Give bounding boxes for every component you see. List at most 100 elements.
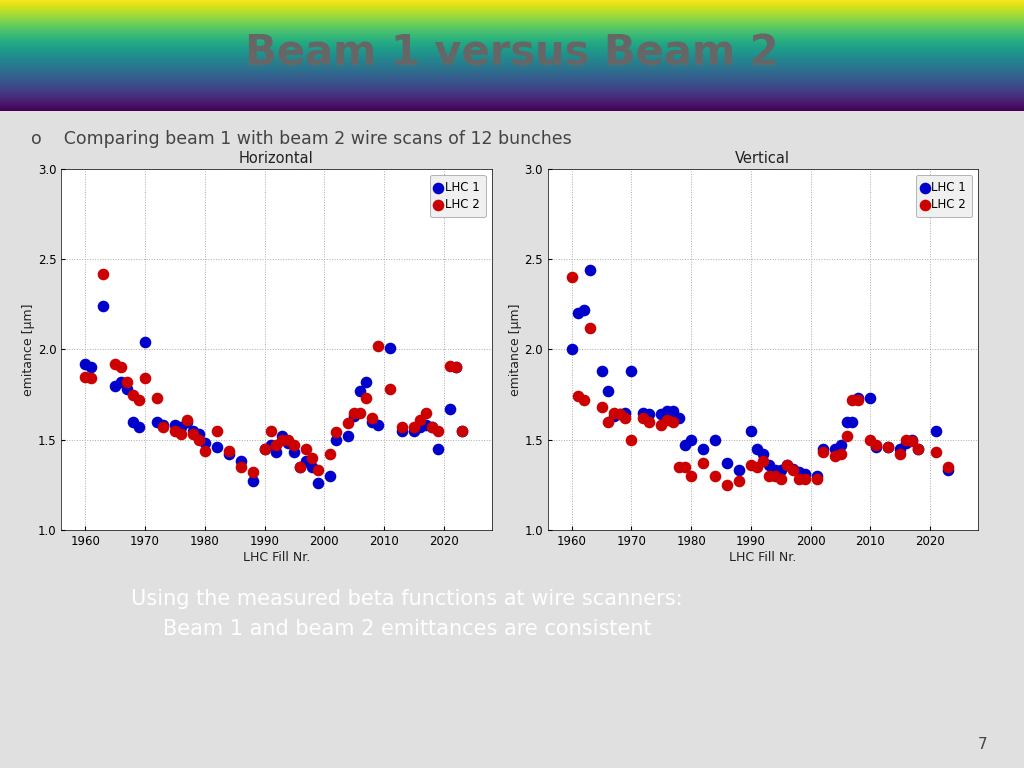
LHC 1 (113, 376, 129, 388)
Y-axis label: emitance [µm]: emitance [µm] (509, 303, 521, 396)
LHC 2 (119, 376, 135, 388)
LHC 1 (83, 362, 99, 374)
LHC 1 (928, 425, 944, 437)
LHC 2 (880, 441, 896, 453)
Text: 7: 7 (978, 737, 988, 753)
LHC 1 (148, 415, 165, 428)
LHC 2 (108, 358, 124, 370)
LHC 2 (707, 470, 723, 482)
LHC 1 (677, 439, 693, 452)
LHC 1 (797, 468, 813, 480)
LHC 2 (394, 421, 411, 433)
LHC 2 (298, 442, 314, 455)
LHC 2 (677, 461, 693, 473)
LHC 1 (761, 458, 777, 471)
LHC 1 (262, 439, 279, 452)
LHC 1 (641, 409, 657, 421)
LHC 1 (719, 457, 735, 469)
LHC 1 (346, 410, 362, 422)
LHC 1 (179, 415, 196, 428)
LHC 2 (358, 392, 375, 404)
LHC 1 (418, 419, 434, 432)
Legend: LHC 1, LHC 2: LHC 1, LHC 2 (916, 175, 972, 217)
LHC 2 (406, 421, 422, 433)
X-axis label: LHC Fill Nr.: LHC Fill Nr. (729, 551, 797, 564)
LHC 2 (653, 419, 670, 432)
LHC 2 (826, 450, 843, 462)
LHC 2 (742, 458, 759, 471)
LHC 2 (447, 362, 464, 374)
Y-axis label: emitance [µm]: emitance [µm] (23, 303, 35, 396)
LHC 1 (659, 405, 676, 417)
LHC 2 (113, 362, 129, 374)
LHC 1 (624, 365, 640, 377)
LHC 2 (809, 473, 825, 485)
LHC 1 (155, 419, 171, 432)
LHC 1 (671, 412, 687, 424)
Title: Vertical: Vertical (735, 151, 791, 167)
LHC 2 (179, 414, 196, 426)
LHC 2 (569, 390, 586, 402)
LHC 1 (850, 392, 866, 404)
LHC 2 (719, 478, 735, 491)
LHC 1 (245, 475, 261, 488)
LHC 1 (298, 455, 314, 468)
LHC 2 (845, 394, 861, 406)
Legend: LHC 1, LHC 2: LHC 1, LHC 2 (430, 175, 485, 217)
LHC 2 (862, 434, 879, 446)
LHC 1 (880, 441, 896, 453)
LHC 2 (328, 426, 344, 439)
Text: Beam 1 versus Beam 2: Beam 1 versus Beam 2 (245, 32, 779, 74)
LHC 1 (370, 419, 386, 432)
LHC 1 (742, 425, 759, 437)
LHC 1 (605, 410, 622, 422)
LHC 2 (683, 470, 699, 482)
LHC 1 (340, 430, 356, 442)
LHC 1 (575, 303, 592, 316)
LHC 2 (695, 457, 712, 469)
LHC 2 (850, 394, 866, 406)
LHC 2 (382, 383, 398, 396)
LHC 1 (892, 442, 908, 455)
LHC 2 (599, 415, 615, 428)
LHC 1 (666, 405, 682, 417)
LHC 1 (594, 365, 610, 377)
LHC 1 (695, 442, 712, 455)
LHC 2 (441, 359, 458, 372)
X-axis label: LHC Fill Nr.: LHC Fill Nr. (243, 551, 310, 564)
LHC 2 (635, 412, 651, 424)
LHC 2 (310, 464, 327, 476)
LHC 2 (304, 452, 321, 464)
LHC 1 (809, 470, 825, 482)
LHC 2 (262, 425, 279, 437)
LHC 1 (731, 464, 748, 476)
LHC 2 (424, 421, 440, 433)
LHC 2 (418, 406, 434, 419)
LHC 1 (784, 462, 801, 475)
LHC 2 (671, 461, 687, 473)
LHC 2 (575, 394, 592, 406)
LHC 2 (617, 412, 634, 424)
LHC 2 (323, 448, 339, 460)
LHC 2 (898, 434, 914, 446)
LHC 1 (394, 425, 411, 437)
LHC 2 (340, 417, 356, 429)
LHC 2 (749, 461, 765, 473)
Title: Horizontal: Horizontal (240, 151, 313, 167)
LHC 1 (773, 464, 790, 476)
LHC 1 (707, 434, 723, 446)
LHC 1 (755, 448, 771, 460)
LHC 1 (582, 264, 598, 276)
LHC 1 (910, 442, 927, 455)
LHC 1 (778, 458, 795, 471)
LHC 2 (268, 439, 285, 452)
LHC 1 (599, 385, 615, 397)
LHC 1 (826, 442, 843, 455)
LHC 1 (167, 419, 183, 432)
LHC 2 (125, 389, 141, 401)
LHC 1 (653, 409, 670, 421)
LHC 1 (108, 379, 124, 392)
LHC 2 (173, 428, 189, 440)
LHC 1 (424, 421, 440, 433)
LHC 2 (131, 394, 147, 406)
